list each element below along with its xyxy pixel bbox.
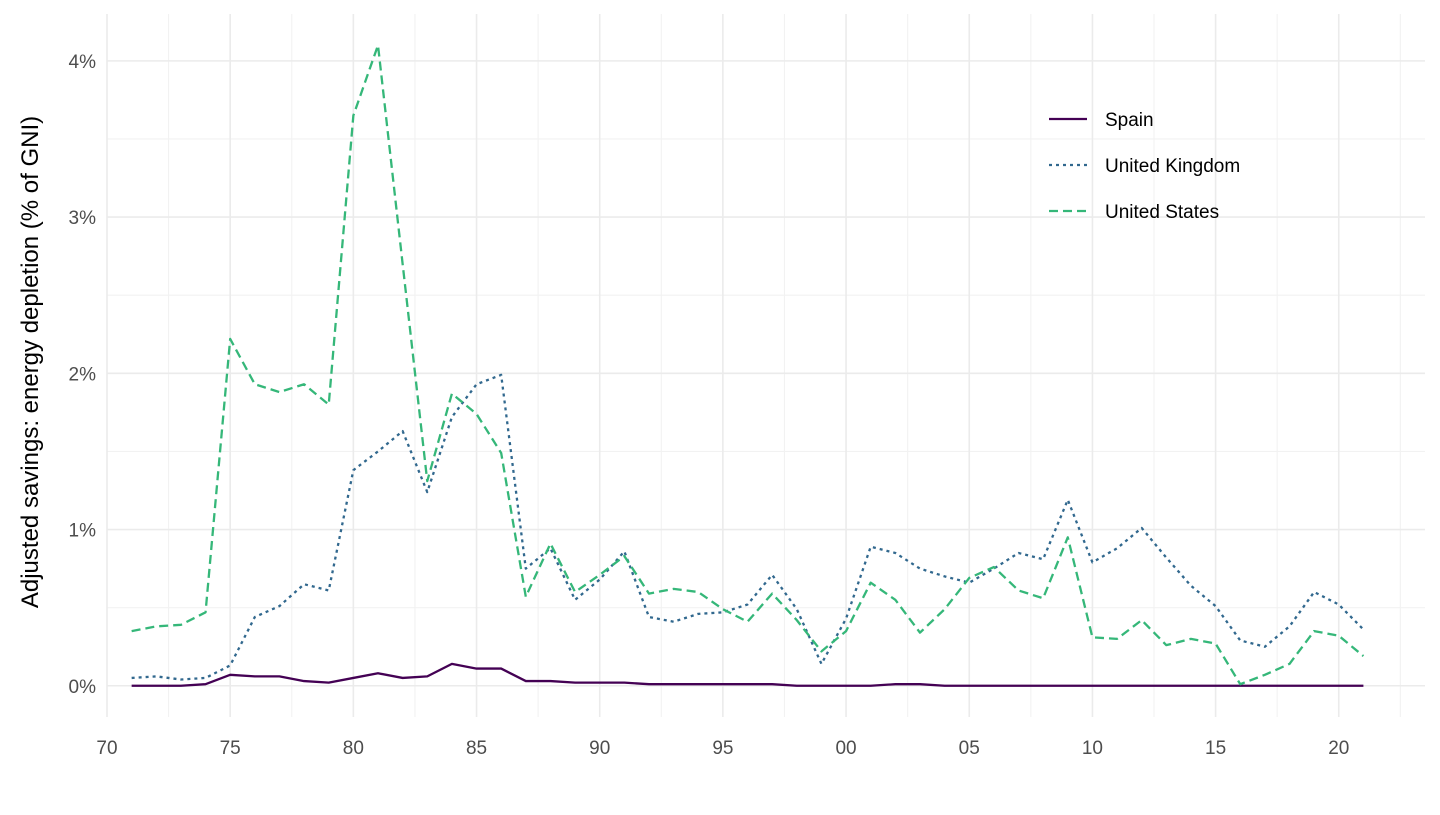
x-tick-label: 00 [835,738,856,759]
x-tick-label: 80 [343,738,364,759]
series-line-spain [131,662,1364,687]
y-tick-label: 3% [69,208,97,229]
x-tick-label: 05 [959,738,980,759]
series-line-united-states [131,44,1365,686]
series-lines [131,44,1365,687]
series-line-united-kingdom [131,373,1365,681]
y-tick-label: 1% [69,521,97,542]
x-tick-label: 90 [589,738,610,759]
y-axis-title: Adjusted savings: energy depletion (% of… [17,116,44,608]
x-tick-label: 70 [96,738,117,759]
x-tick-label: 95 [712,738,733,759]
legend-label-united-states: United States [1105,202,1219,223]
y-tick-label: 4% [69,52,97,73]
x-tick-label: 75 [220,738,241,759]
x-tick-label: 85 [466,738,487,759]
x-tick-label: 10 [1082,738,1103,759]
grid [106,14,1425,717]
legend: Spain United Kingdom United States [1049,110,1240,223]
axes: 70 75 80 85 90 95 00 05 10 15 20 0% 1% 2% 3% 4% [69,52,1350,759]
y-tick-label: 2% [69,364,97,385]
legend-label-spain: Spain [1105,110,1154,131]
x-tick-label: 20 [1328,738,1349,759]
x-tick-label: 15 [1205,738,1226,759]
legend-label-united-kingdom: United Kingdom [1105,156,1240,177]
y-tick-label: 0% [69,677,97,698]
